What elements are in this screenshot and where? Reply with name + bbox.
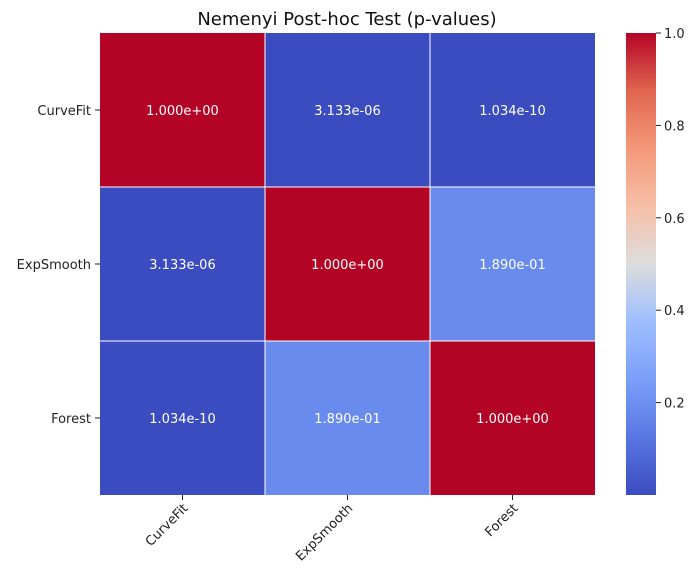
cell-value-label-2-0: 1.034e-10 — [149, 412, 215, 427]
colorbar-tick-label-3: 0.8 — [664, 119, 685, 134]
cell-value-label-1-1: 1.000e+00 — [311, 258, 384, 273]
colorbar-gradient — [626, 33, 656, 495]
chart-title: Nemenyi Post-hoc Test (p-values) — [197, 9, 496, 30]
colorbar: 0.2 0.4 0.6 0.8 1.0 — [626, 27, 685, 495]
cell-value-label-2-1: 1.890e-01 — [314, 412, 380, 427]
cell-value-labels: 1.000e+00 3.133e-06 1.034e-10 3.133e-06 1.00… — [146, 104, 549, 427]
cell-value-label-0-2: 1.034e-10 — [479, 104, 545, 119]
cell-value-label-0-0: 1.000e+00 — [146, 104, 219, 119]
heatmap-cell-0-2 — [430, 33, 595, 187]
colorbar-tick-label-1: 0.4 — [664, 304, 685, 319]
heatmap-cell-2-2 — [430, 341, 595, 495]
x-tick-label-1: ExpSmooth — [293, 501, 356, 564]
heatmap-cell-1-1 — [265, 187, 430, 341]
y-tick-label-0: CurveFit — [37, 104, 91, 119]
x-tick-label-0: CurveFit — [143, 501, 192, 550]
x-tick-label-2: Forest — [483, 501, 522, 540]
cell-value-label-1-0: 3.133e-06 — [149, 258, 215, 273]
cell-separators — [100, 33, 595, 495]
heatmap-cell-2-1 — [265, 341, 430, 495]
heatmap-cell-1-0 — [100, 187, 265, 341]
cell-value-label-0-1: 3.133e-06 — [314, 104, 380, 119]
x-axis: CurveFit ExpSmooth Forest — [143, 495, 522, 564]
y-axis: CurveFit ExpSmooth Forest — [17, 104, 100, 427]
heatmap-cell-1-2 — [430, 187, 595, 341]
colorbar-tick-label-2: 0.6 — [664, 212, 685, 227]
heatmap-cells — [100, 33, 595, 495]
cell-value-label-2-2: 1.000e+00 — [476, 412, 549, 427]
y-tick-label-1: ExpSmooth — [17, 258, 91, 273]
cell-value-label-1-2: 1.890e-01 — [479, 258, 545, 273]
heatmap-cell-2-0 — [100, 341, 265, 495]
colorbar-tick-label-0: 0.2 — [664, 397, 685, 412]
y-tick-label-2: Forest — [51, 412, 91, 427]
colorbar-tick-label-4: 1.0 — [664, 27, 685, 42]
heatmap-cell-0-1 — [265, 33, 430, 187]
heatmap-cell-0-0 — [100, 33, 265, 187]
